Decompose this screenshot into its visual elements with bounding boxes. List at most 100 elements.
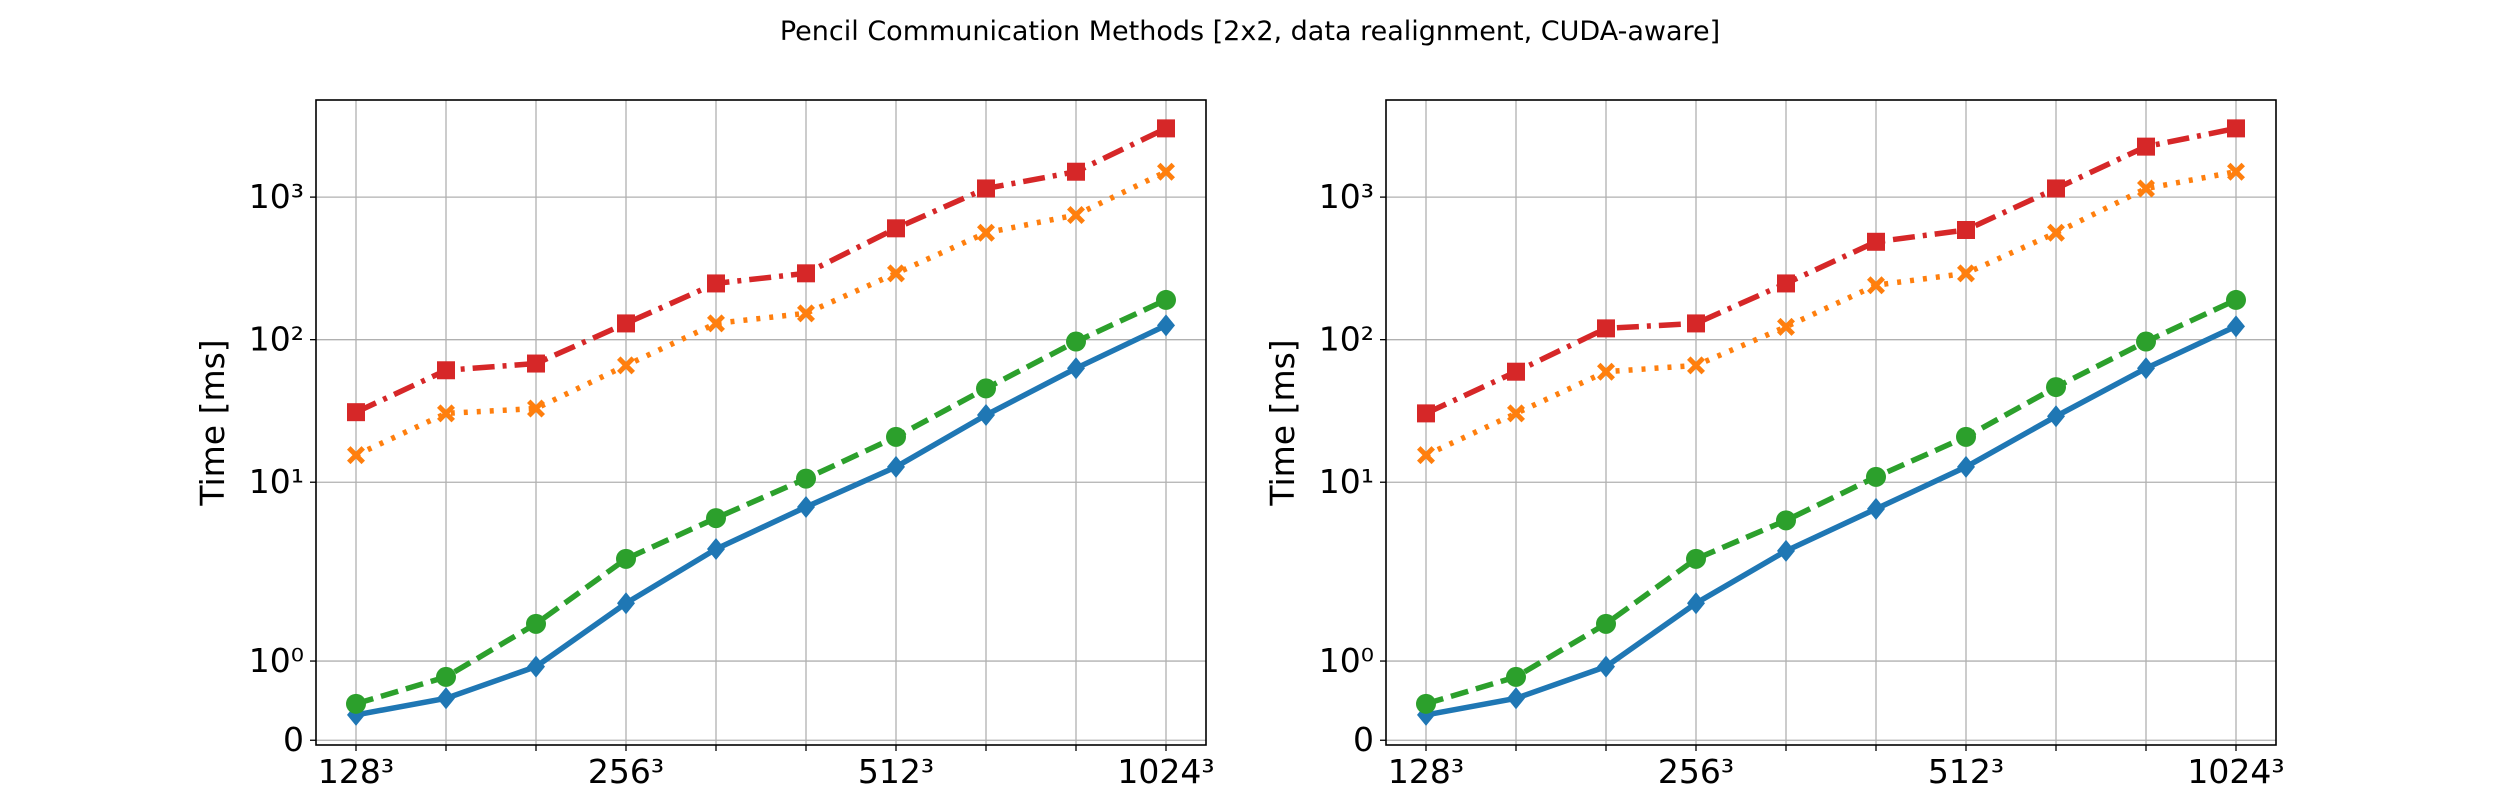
marker [1507, 404, 1525, 423]
y-axis-label: Time [ms] [193, 339, 232, 506]
marker [977, 404, 995, 427]
axes-frame [1385, 99, 2277, 746]
marker [346, 693, 366, 714]
marker [1507, 687, 1525, 710]
marker [2137, 357, 2155, 380]
x-tick-label: 128³ [1388, 752, 1464, 791]
series-line [1425, 323, 2238, 718]
marker [977, 179, 995, 198]
marker [1956, 426, 1976, 447]
marker [2226, 289, 2246, 310]
marker [2136, 331, 2156, 352]
marker [2047, 223, 2065, 242]
marker [1777, 274, 1795, 293]
series-line [354, 169, 1168, 458]
subplot: 128³ 256³ 512³ 1024³ 0 10⁰ 10¹ 10² 10³ Time [ms] [193, 99, 1215, 791]
x-tick-label: 128³ [318, 752, 394, 791]
marker [2047, 405, 2065, 428]
marker [707, 274, 725, 293]
marker [887, 219, 905, 238]
marker [707, 538, 725, 561]
marker [2227, 315, 2245, 338]
series-line [1424, 125, 2237, 416]
marker [616, 548, 636, 569]
series-line [1425, 297, 2238, 707]
marker [617, 356, 635, 375]
marker [347, 403, 365, 422]
marker [527, 354, 545, 373]
marker [1597, 362, 1615, 381]
marker [887, 264, 905, 283]
marker [796, 468, 816, 489]
series-line [1424, 168, 2237, 458]
y-tick-label: 10² [1319, 320, 1374, 359]
y-tick-label: 10¹ [249, 462, 304, 501]
marker [706, 508, 726, 529]
marker [1777, 317, 1795, 336]
marker [1156, 289, 1176, 310]
marker [1416, 693, 1436, 714]
marker [797, 304, 815, 323]
marker [2046, 377, 2066, 398]
marker [1067, 162, 1085, 181]
x-tick-label: 512³ [858, 752, 934, 791]
y-tick-label: 10⁰ [249, 641, 304, 680]
y-tick-label: 10³ [1319, 177, 1374, 216]
subplot: 128³ 256³ 512³ 1024³ 0 10⁰ 10¹ 10² 10³ Time [ms] [1263, 99, 2285, 791]
marker [1867, 276, 1885, 295]
marker [1957, 455, 1975, 478]
marker [1686, 548, 1706, 569]
marker [1417, 404, 1435, 423]
marker [437, 361, 455, 380]
marker [1066, 331, 1086, 352]
y-tick-label: 10¹ [1319, 462, 1374, 501]
marker [797, 264, 815, 283]
series-line [355, 297, 1168, 707]
x-tick-label: 512³ [1928, 752, 2004, 791]
marker [1597, 319, 1615, 338]
marker [1157, 119, 1175, 138]
marker [1687, 314, 1705, 333]
axes-frame [315, 99, 1207, 746]
marker [1596, 613, 1616, 634]
marker [2227, 119, 2245, 138]
marker [1507, 362, 1525, 381]
figure-title: Pencil Communication Methods [2x2, data … [780, 16, 1720, 47]
marker [1067, 206, 1085, 225]
marker [1867, 232, 1885, 251]
marker [2047, 179, 2065, 198]
y-axis-label: Time [ms] [1263, 339, 1302, 506]
marker [1157, 314, 1175, 337]
x-tick-label: 1024³ [1117, 752, 1214, 791]
marker [1597, 655, 1615, 678]
y-tick-label: 0 [283, 720, 304, 759]
marker [1957, 264, 1975, 283]
marker [1866, 466, 1886, 487]
marker [1957, 220, 1975, 239]
marker [526, 613, 546, 634]
marker [347, 446, 365, 465]
marker [977, 223, 995, 242]
marker [527, 399, 545, 418]
marker [886, 426, 906, 447]
x-tick-label: 256³ [1658, 752, 1734, 791]
marker [797, 496, 815, 519]
x-tick-label: 1024³ [2187, 752, 2284, 791]
marker [1867, 497, 1885, 520]
marker [437, 404, 455, 423]
series-line [354, 125, 1168, 415]
y-tick-label: 0 [1353, 720, 1374, 759]
marker [1417, 446, 1435, 465]
marker [1067, 357, 1085, 380]
marker [1506, 666, 1526, 687]
marker [2227, 162, 2245, 181]
x-tick-label: 256³ [588, 752, 664, 791]
y-tick-label: 10² [249, 320, 304, 359]
marker [707, 314, 725, 333]
marker [437, 687, 455, 710]
marker [617, 314, 635, 333]
marker [527, 655, 545, 678]
marker [2137, 179, 2155, 198]
marker [1687, 592, 1705, 615]
